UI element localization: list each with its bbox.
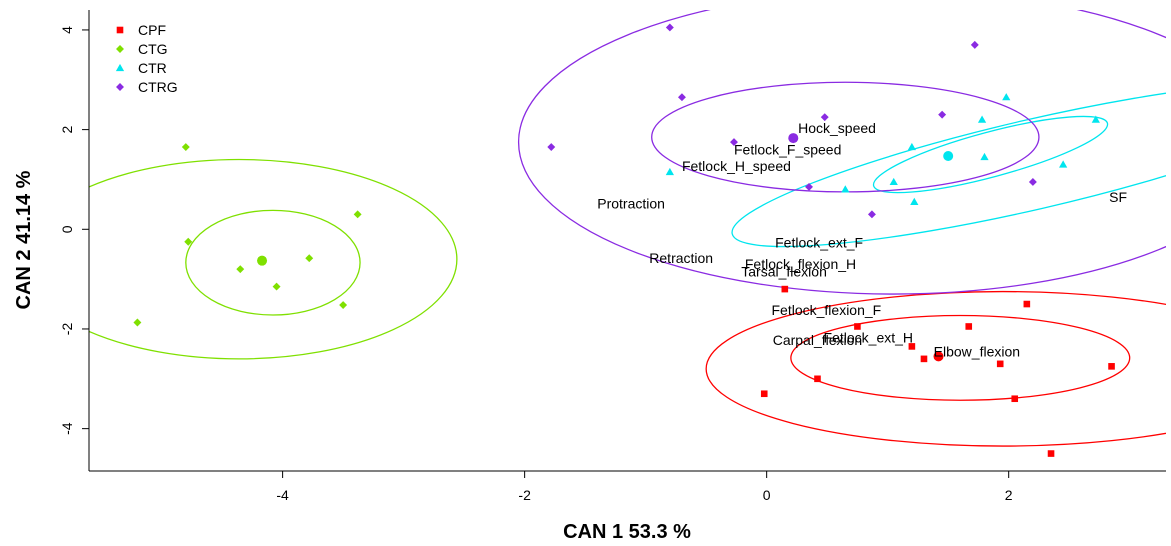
ctr-inner-ellipse xyxy=(872,115,1109,194)
ctrg-point xyxy=(820,113,829,122)
variable-label: Hock_speed xyxy=(798,120,876,136)
ctg-point xyxy=(353,210,362,219)
ctg-point xyxy=(272,282,281,291)
cpf-point xyxy=(965,323,973,330)
ctg-inner-ellipse xyxy=(185,209,361,316)
ctrg-point xyxy=(730,138,738,147)
x-ticks: -4 -2 0 2 xyxy=(276,471,1013,503)
legend-ctr-label: CTR xyxy=(138,60,167,76)
y-ticks: -4 -2 0 2 4 xyxy=(59,26,89,435)
variable-label: Retraction xyxy=(649,250,713,266)
variable-label: Protraction xyxy=(597,195,665,211)
y-tick-label: 4 xyxy=(59,26,75,34)
ctr-point xyxy=(1091,115,1100,123)
ctg-outer-ellipse xyxy=(89,158,458,360)
cpf-point xyxy=(854,323,861,330)
ctrg-inner-ellipse xyxy=(651,81,1040,193)
ctr-point xyxy=(910,197,919,205)
ctr-point xyxy=(1059,160,1068,168)
ctr-point xyxy=(889,177,898,186)
cpf-point xyxy=(781,285,789,293)
ctr-centroid xyxy=(943,151,954,162)
variable-label: Fetlock_flexion_H xyxy=(745,256,856,272)
ctrg-point xyxy=(1028,177,1037,186)
data-points xyxy=(133,23,1115,457)
variable-label: Tarsal_flexion xyxy=(741,264,827,280)
legend-cpf-marker xyxy=(116,26,124,34)
y-axis-title: CAN 2 41.14 % xyxy=(13,170,35,309)
legend-ctg-marker xyxy=(116,45,124,53)
cpf-point xyxy=(814,375,821,383)
variable-label: Fetlock_ext_H xyxy=(824,329,913,345)
cpf-point xyxy=(1023,300,1031,308)
x-tick-label: 0 xyxy=(763,487,771,503)
cpf-point xyxy=(1011,395,1019,403)
cpf-point xyxy=(920,355,928,363)
ctr-point xyxy=(980,152,989,161)
ctg-point xyxy=(184,237,193,246)
axes xyxy=(88,10,1166,472)
variable-label: Fetlock_flexion_F xyxy=(772,302,882,318)
cpf-centroid xyxy=(933,351,944,362)
cpf-point xyxy=(1108,363,1115,370)
ctg-point xyxy=(236,265,245,274)
y-tick-label: -2 xyxy=(59,323,75,336)
y-tick-label: -4 xyxy=(59,422,75,435)
variable-label: Fetlock_F_speed xyxy=(734,142,841,158)
variable-labels: Hock_speed Fetlock_F_speedFetlock_H_speed… xyxy=(597,120,1127,359)
legend-ctrg-marker xyxy=(116,83,124,91)
ctg-point xyxy=(339,301,348,309)
ctrg-point xyxy=(547,143,556,152)
cpf-inner-ellipse xyxy=(790,314,1131,401)
ctrg-outer-ellipse xyxy=(518,10,1166,295)
ctg-centroid xyxy=(257,255,268,266)
ctg-point xyxy=(181,143,190,152)
ctrg-point xyxy=(867,210,876,219)
y-tick-label: 0 xyxy=(59,225,75,233)
ctrg-centroid xyxy=(788,133,799,144)
ctrg-point xyxy=(938,110,947,119)
ctr-outer-ellipse xyxy=(731,81,1166,248)
ctr-point xyxy=(907,142,917,151)
ctg-point xyxy=(133,318,142,327)
cpf-point xyxy=(996,360,1004,368)
variable-label: Elbow_flexion xyxy=(934,343,1020,359)
legend-ctrg-label: CTRG xyxy=(138,79,178,95)
x-tick-label: 2 xyxy=(1005,487,1013,503)
cpf-point xyxy=(760,390,768,398)
x-tick-label: -2 xyxy=(518,487,531,503)
x-axis-title: CAN 1 53.3 % xyxy=(563,521,691,543)
variable-label: Fetlock_ext_F xyxy=(775,235,863,251)
legend-ctr-marker xyxy=(115,63,125,72)
group-centroids xyxy=(257,133,954,362)
cpf-outer-ellipse xyxy=(705,290,1166,447)
ctr-point xyxy=(977,115,987,123)
cpf-point xyxy=(1047,450,1055,457)
legend: CPF CTG CTR CTRG xyxy=(115,22,178,95)
variable-label: SF xyxy=(1109,189,1127,205)
confidence-ellipses xyxy=(89,10,1166,447)
ctr-point xyxy=(841,185,850,193)
y-tick-label: 2 xyxy=(59,126,75,134)
ctrg-point xyxy=(665,23,674,32)
legend-ctg-label: CTG xyxy=(138,41,168,57)
ctrg-point xyxy=(970,40,979,49)
variable-label: Fetlock_H_speed xyxy=(682,158,791,174)
ctrg-point xyxy=(677,93,686,102)
cpf-point xyxy=(908,343,916,350)
ctr-point xyxy=(665,167,674,176)
legend-cpf-label: CPF xyxy=(138,22,166,38)
ctg-point xyxy=(305,254,314,263)
ctrg-point xyxy=(805,182,813,191)
ctr-point xyxy=(1002,93,1011,101)
x-tick-label: -4 xyxy=(276,487,289,503)
variable-label: Carpal_flexion xyxy=(773,332,863,348)
